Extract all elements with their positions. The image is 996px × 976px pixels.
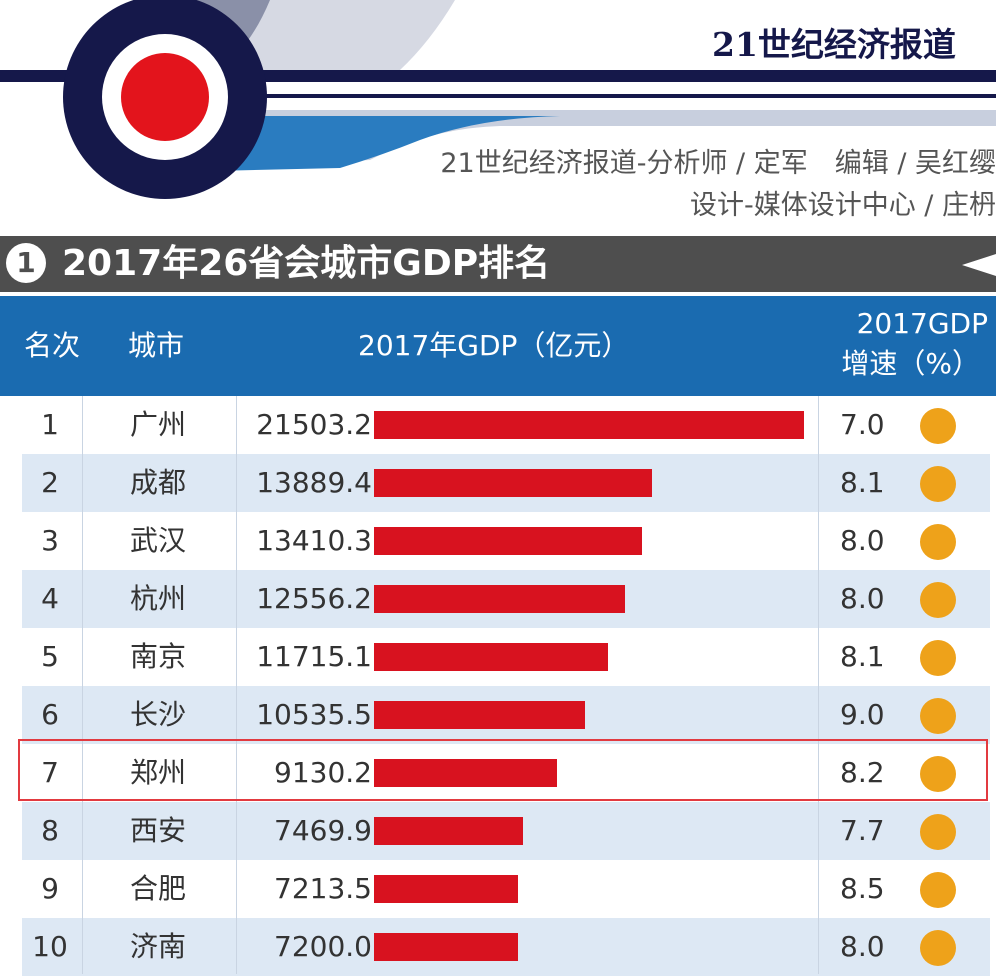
table-row: 5 南京 11715.1 8.1 bbox=[22, 628, 990, 686]
rank-label: 7 bbox=[41, 756, 59, 789]
city-label: 长沙 bbox=[130, 698, 187, 731]
title-number-badge: 1 bbox=[6, 243, 46, 283]
gdp-bar bbox=[374, 701, 585, 729]
growth-dot-icon bbox=[920, 466, 956, 502]
growth-value-label: 8.0 bbox=[840, 524, 885, 557]
growth-value-label: 8.1 bbox=[840, 640, 885, 673]
table-header: 名次 城市 2017年GDP（亿元） 2017GDP 增速（%） bbox=[0, 296, 996, 396]
newspaper-logo bbox=[0, 0, 996, 199]
gdp-value-label: 7200.0 bbox=[274, 930, 372, 963]
gdp-bar bbox=[374, 933, 518, 961]
gdp-value-label: 13889.4 bbox=[256, 466, 372, 499]
rank-label: 10 bbox=[32, 930, 68, 963]
ranking-table-body: 1 广州 21503.2 7.0 2 成都 13889.4 8.1 3 武汉 13410.3 8.0 4… bbox=[0, 396, 996, 976]
rank-label: 9 bbox=[41, 872, 59, 905]
city-label: 济南 bbox=[130, 930, 187, 963]
chart-title-bar: 1 2017年26省会城市GDP排名 bbox=[0, 236, 996, 292]
rank-label: 5 bbox=[41, 640, 59, 673]
city-label: 广州 bbox=[130, 408, 187, 441]
publication-name: 21世纪经济报道 bbox=[712, 25, 956, 64]
city-label: 合肥 bbox=[130, 872, 187, 905]
rank-label: 6 bbox=[41, 698, 59, 731]
table-row: 2 成都 13889.4 8.1 bbox=[22, 454, 990, 512]
gdp-value-label: 10535.5 bbox=[256, 698, 372, 731]
gdp-bar bbox=[374, 585, 625, 613]
rank-label: 3 bbox=[41, 524, 59, 557]
chart-title: 2017年26省会城市GDP排名 bbox=[62, 243, 551, 284]
gdp-bar bbox=[374, 875, 518, 903]
city-label: 南京 bbox=[130, 640, 187, 673]
table-row: 8 西安 7469.9 7.7 bbox=[22, 802, 990, 860]
table-row: 3 武汉 13410.3 8.0 bbox=[22, 512, 990, 570]
growth-value-label: 8.1 bbox=[840, 466, 885, 499]
column-divider-city bbox=[236, 396, 237, 974]
table-row: 6 长沙 10535.5 9.0 bbox=[22, 686, 990, 744]
gdp-value-label: 13410.3 bbox=[256, 524, 372, 557]
growth-dot-icon bbox=[920, 640, 956, 676]
growth-dot-icon bbox=[920, 698, 956, 734]
header-growth-line-1: 2017GDP bbox=[856, 307, 988, 340]
gdp-value-label: 7213.5 bbox=[274, 872, 372, 905]
header-city: 城市 bbox=[128, 329, 185, 362]
gdp-bar bbox=[374, 527, 642, 555]
growth-value-label: 8.5 bbox=[840, 872, 885, 905]
gdp-value-label: 11715.1 bbox=[256, 640, 372, 673]
rank-label: 8 bbox=[41, 814, 59, 847]
growth-dot-icon bbox=[920, 756, 956, 792]
table-row: 1 广州 21503.2 7.0 bbox=[22, 396, 990, 454]
gdp-value-label: 7469.9 bbox=[274, 814, 372, 847]
city-label: 成都 bbox=[130, 466, 187, 499]
growth-dot-icon bbox=[920, 408, 956, 444]
city-label: 西安 bbox=[130, 814, 187, 847]
logo-band-thin-line bbox=[140, 94, 996, 98]
gdp-value-label: 12556.2 bbox=[256, 582, 372, 615]
column-divider-rank bbox=[82, 396, 83, 974]
gdp-value-label: 9130.2 bbox=[274, 756, 372, 789]
rank-label: 1 bbox=[41, 408, 59, 441]
title-notch-arrow-icon bbox=[962, 254, 996, 276]
growth-value-label: 8.0 bbox=[840, 930, 885, 963]
growth-dot-icon bbox=[920, 930, 956, 966]
city-label: 杭州 bbox=[130, 582, 187, 615]
gdp-bar bbox=[374, 817, 523, 845]
growth-value-label: 7.7 bbox=[840, 814, 885, 847]
growth-value-label: 8.2 bbox=[840, 756, 885, 789]
rank-label: 2 bbox=[41, 466, 59, 499]
table-row: 9 合肥 7213.5 8.5 bbox=[22, 860, 990, 918]
table-row: 4 杭州 12556.2 8.0 bbox=[22, 570, 990, 628]
credit-line-2: 设计-媒体设计中心 / 庄枬 bbox=[689, 190, 996, 221]
table-row: 7 郑州 9130.2 8.2 bbox=[22, 744, 990, 802]
gdp-bar bbox=[374, 759, 557, 787]
logo-lower-stripe bbox=[170, 116, 560, 172]
column-divider-growth bbox=[818, 396, 819, 974]
header-growth-line-2: 增速（%） bbox=[841, 347, 980, 380]
growth-dot-icon bbox=[920, 582, 956, 618]
rank-label: 4 bbox=[41, 582, 59, 615]
growth-dot-icon bbox=[920, 814, 956, 850]
gdp-bar bbox=[374, 643, 608, 671]
growth-dot-icon bbox=[920, 524, 956, 560]
city-label: 武汉 bbox=[130, 524, 187, 557]
growth-value-label: 7.0 bbox=[840, 408, 885, 441]
gdp-bar bbox=[374, 411, 804, 439]
header-rank: 名次 bbox=[24, 329, 81, 362]
gdp-bar bbox=[374, 469, 652, 497]
growth-dot-icon bbox=[920, 872, 956, 908]
table-row: 10 济南 7200.0 8.0 bbox=[22, 918, 990, 976]
header-gdp: 2017年GDP（亿元） bbox=[358, 329, 630, 362]
logo-red-circle bbox=[121, 53, 209, 141]
gdp-value-label: 21503.2 bbox=[256, 408, 372, 441]
growth-value-label: 8.0 bbox=[840, 582, 885, 615]
city-label: 郑州 bbox=[130, 756, 187, 789]
growth-value-label: 9.0 bbox=[840, 698, 885, 731]
credit-line-1: 21世纪经济报道-分析师 / 定军 编辑 / 吴红缨 bbox=[440, 148, 996, 179]
